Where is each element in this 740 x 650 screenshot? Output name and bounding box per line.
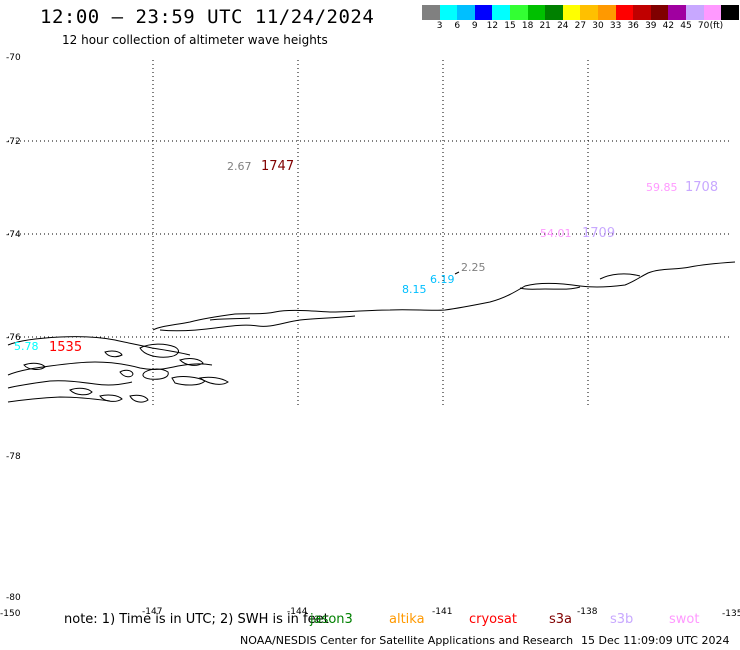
- latitude-label: -78: [6, 452, 21, 462]
- latitude-labels: -70 -72 -74 -76 -78 -80: [6, 53, 21, 603]
- track-mark: [454, 271, 460, 275]
- color-scale-label: 9: [471, 21, 478, 31]
- color-swatch: [474, 5, 493, 20]
- coast-segment: [7, 361, 213, 376]
- color-scale-label: 12: [486, 21, 499, 31]
- color-swatch: [562, 5, 581, 20]
- latitude-label: -76: [6, 333, 21, 343]
- coast-segment: [7, 336, 191, 356]
- color-scale-label: 45: [680, 21, 692, 31]
- map-title: 12:00 – 23:59 UTC 11/24/2024: [40, 6, 375, 28]
- color-scale-label: 36: [627, 21, 639, 31]
- island: [99, 394, 123, 402]
- observation-label: 1708: [685, 180, 718, 195]
- latitude-label: -70: [6, 53, 21, 63]
- longitude-labels: -150 -147 -144 -141 -138 -135: [0, 607, 740, 619]
- color-swatch: [527, 5, 546, 20]
- legend-item-jason3: jason3: [310, 612, 353, 627]
- observation-label: 59.85: [646, 181, 678, 194]
- color-scale-label: 21: [539, 21, 551, 31]
- longitude-label: -141: [432, 607, 452, 617]
- color-scale-label: 70: [697, 21, 710, 31]
- color-scale-label: 33: [609, 21, 622, 31]
- island: [119, 369, 134, 378]
- longitude-label: -144: [287, 607, 308, 617]
- color-scale-label: 3: [436, 21, 443, 31]
- ice-shelf-edge-inner: [159, 273, 641, 332]
- footnote: note: 1) Time is in UTC; 2) SWH is in fe…: [64, 612, 329, 627]
- observation-label: 1747: [261, 159, 294, 174]
- color-swatch: [509, 5, 528, 20]
- color-scale-label: 30: [592, 21, 604, 31]
- color-scale-label: 39: [645, 21, 657, 31]
- coast-segment: [7, 396, 111, 403]
- observation-label: 1709: [582, 226, 615, 241]
- legend-item-swot: swot: [669, 612, 700, 627]
- color-swatch: [668, 5, 686, 20]
- island: [139, 343, 179, 358]
- observation-label: 54.01: [540, 227, 572, 240]
- island: [23, 362, 46, 370]
- color-swatch: [439, 5, 458, 20]
- color-scale-bar: [422, 5, 739, 20]
- longitude-label: -150: [0, 609, 21, 619]
- island: [142, 368, 169, 380]
- color-scale-label: 24: [557, 21, 569, 31]
- color-scale-labels: 3 6 9 12 15 18 21 24 27 30 33 36 39 42 45 70 (ft): [422, 21, 740, 33]
- observation-labels: 2.67 1747 59.85 1708 54.01 1709 2.25 6.198.15 5.…: [14, 159, 718, 355]
- observation-label: 2.25: [461, 261, 486, 274]
- legend-item-s3b: s3b: [610, 612, 634, 627]
- color-swatch: [545, 5, 563, 20]
- observation-label: 1535: [49, 340, 82, 355]
- observation-label: 8.15: [402, 283, 427, 296]
- color-swatch: [703, 5, 722, 20]
- color-swatch: [650, 5, 669, 20]
- coast-segment: [7, 380, 133, 389]
- latitude-label: -74: [6, 230, 21, 240]
- color-swatch: [685, 5, 704, 20]
- lat-lon-grid: [8, 60, 732, 407]
- legend-item-altika: altika: [389, 612, 425, 627]
- coastline: [7, 261, 736, 403]
- credit-line: NOAA/NESDIS Center for Satellite Applica…: [240, 634, 574, 647]
- color-scale-label: 42: [662, 21, 675, 31]
- longitude-label: -135: [722, 609, 740, 619]
- island: [198, 376, 229, 385]
- color-swatch: [721, 5, 739, 20]
- island: [69, 387, 93, 396]
- color-scale-label: (ft): [709, 21, 724, 31]
- color-swatch: [457, 5, 475, 20]
- observation-label: 5.78: [14, 340, 39, 353]
- island: [104, 350, 123, 358]
- island: [129, 394, 149, 403]
- color-scale-label: 15: [504, 21, 516, 31]
- color-swatch: [633, 5, 651, 20]
- observation-label: 6.19: [430, 273, 455, 286]
- legend-item-cryosat: cryosat: [469, 612, 517, 627]
- island: [179, 358, 204, 366]
- ice-shelf-edge: [152, 261, 736, 331]
- latitude-label: -72: [6, 137, 21, 147]
- observation-label: 2.67: [227, 160, 252, 173]
- color-swatch: [422, 5, 440, 20]
- color-swatch: [597, 5, 616, 20]
- color-swatch: [492, 5, 510, 20]
- longitude-label: -147: [142, 607, 162, 617]
- longitude-label: -138: [577, 607, 598, 617]
- latitude-label: -80: [6, 593, 21, 603]
- color-scale-label: 27: [574, 21, 587, 31]
- color-scale-label: 18: [521, 21, 534, 31]
- color-scale-label: 6: [454, 21, 461, 31]
- legend-item-s3a: s3a: [549, 612, 573, 627]
- color-swatch: [615, 5, 634, 20]
- color-swatch: [580, 5, 598, 20]
- generated-timestamp: 15 Dec 11:09:09 UTC 2024: [581, 634, 730, 647]
- map-subtitle: 12 hour collection of altimeter wave hei…: [62, 33, 328, 47]
